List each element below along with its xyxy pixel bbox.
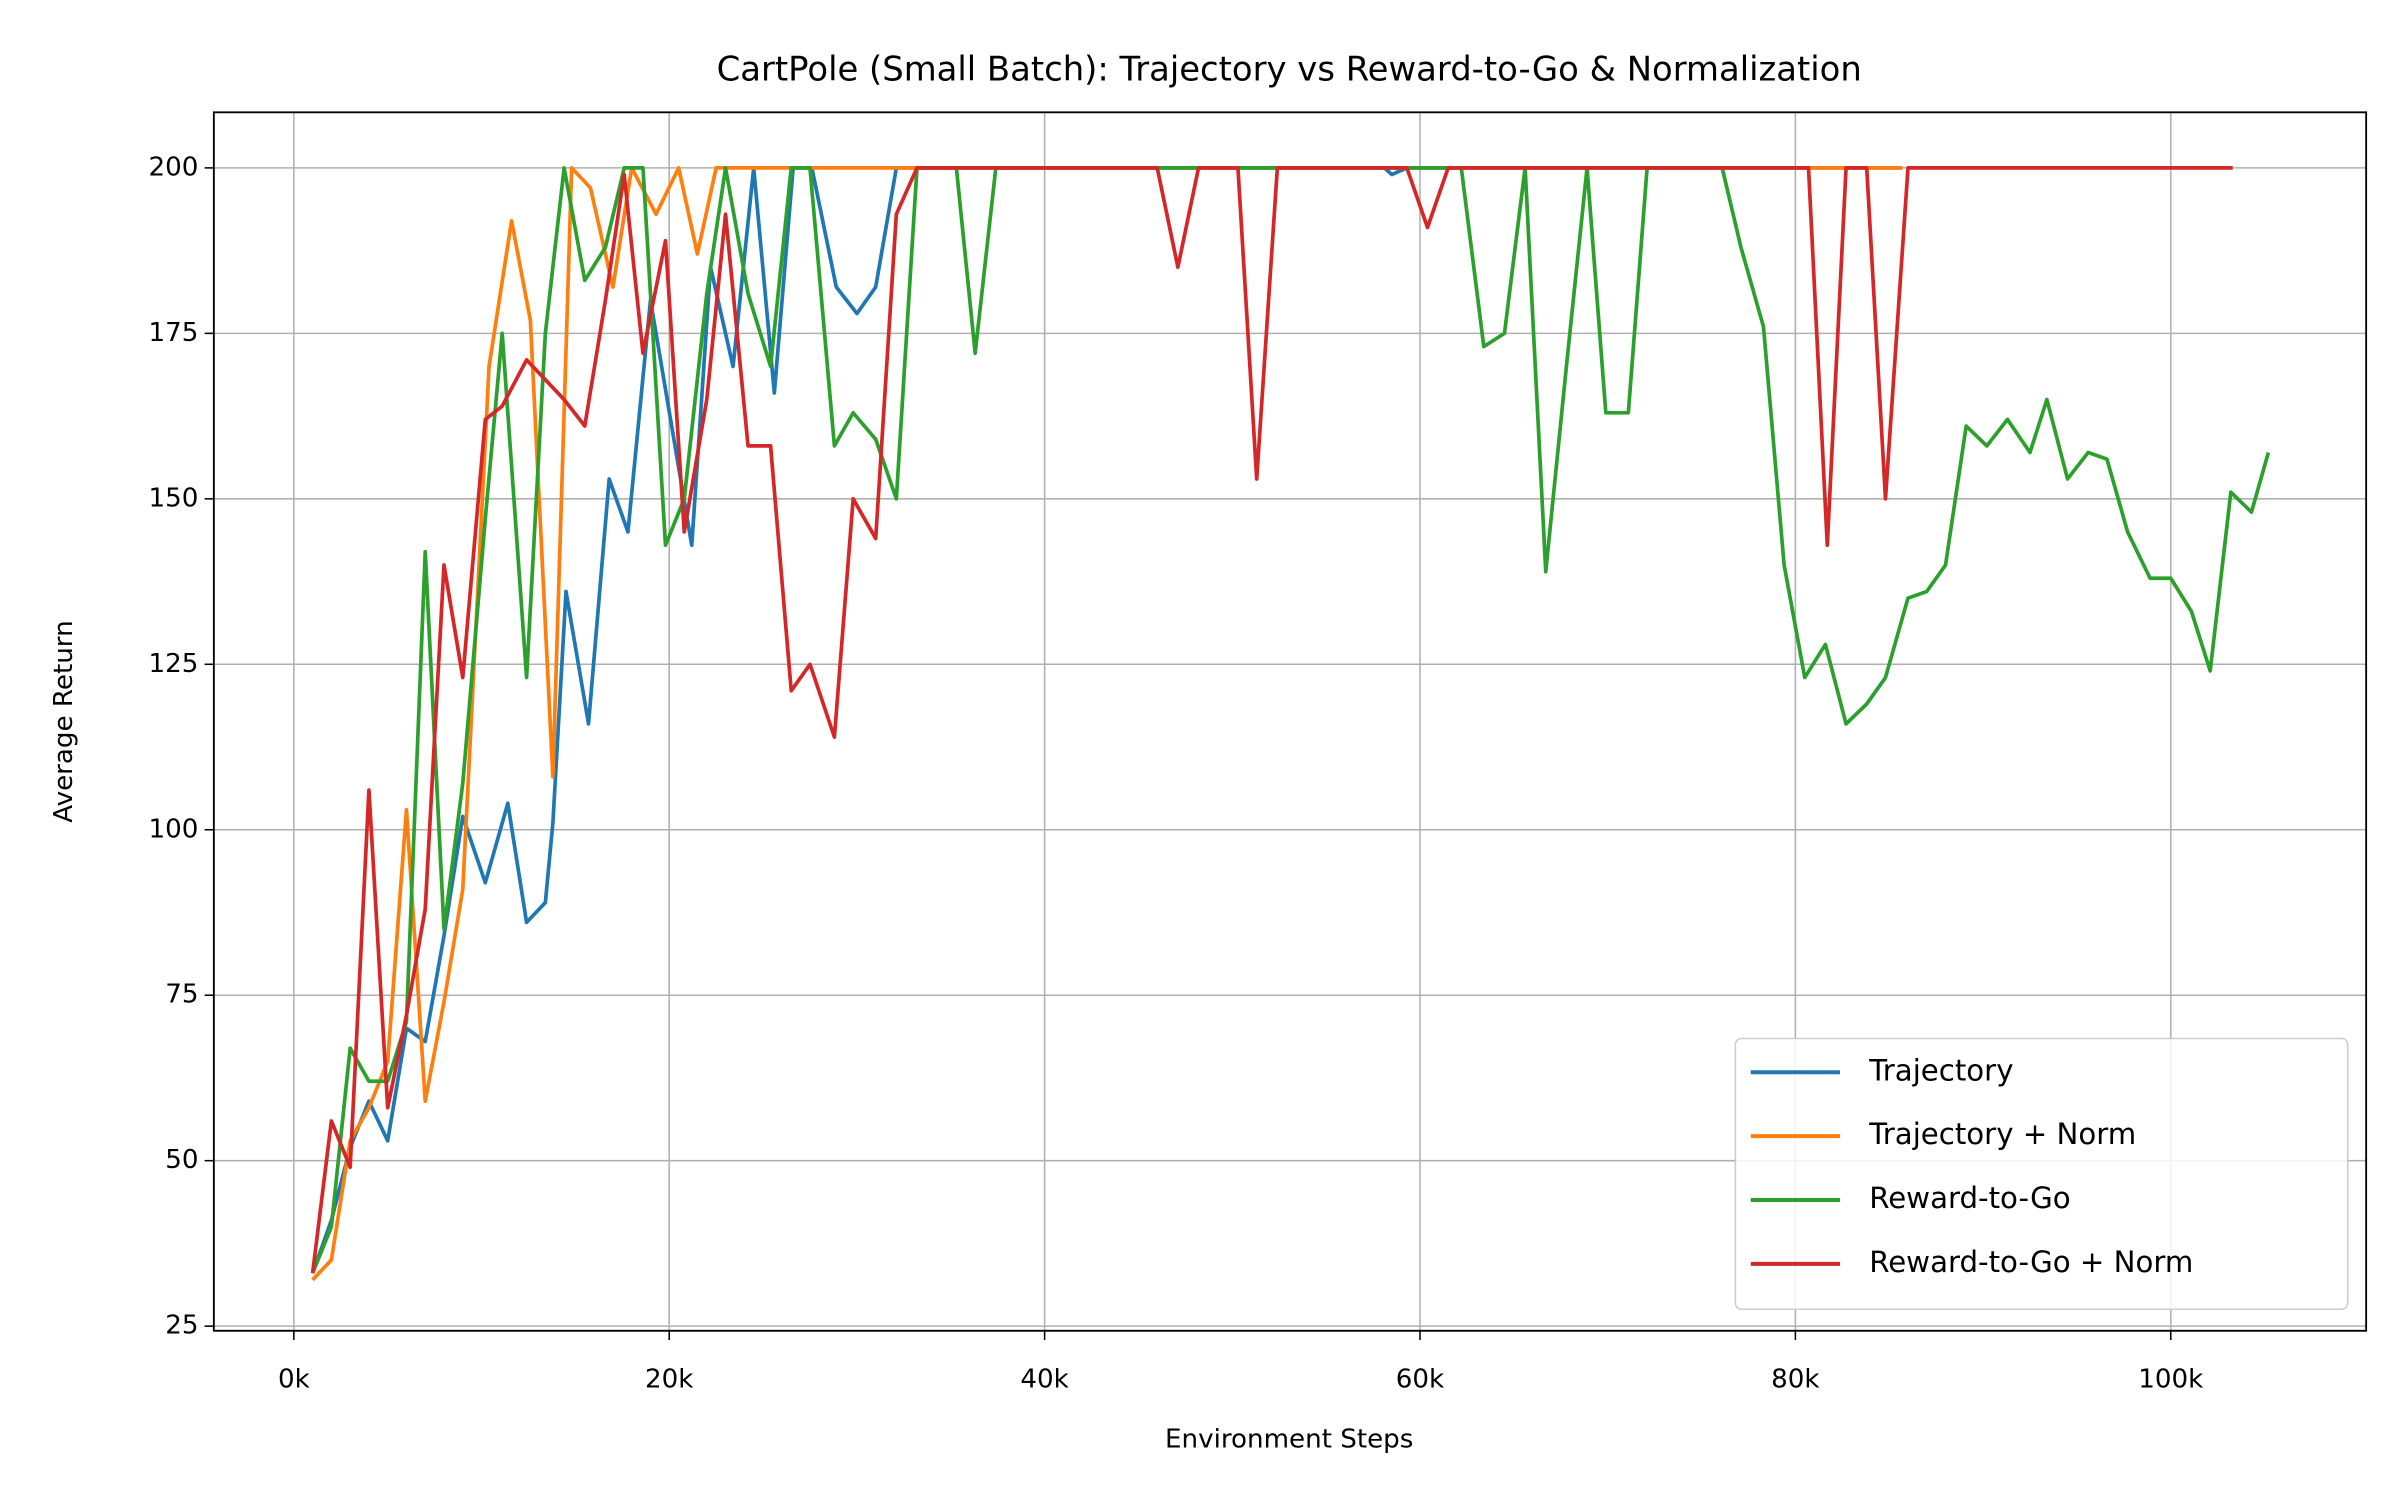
series-line (310, 166, 1903, 1274)
legend-label: Reward-to-Go (1869, 1181, 2070, 1215)
x-tick-label: 80k (1771, 1365, 1820, 1395)
plot-lines (310, 166, 2271, 1282)
x-tick-label: 60k (1396, 1365, 1445, 1395)
legend-label: Reward-to-Go + Norm (1869, 1245, 2193, 1279)
x-tick-label: 40k (1020, 1365, 1069, 1395)
x-axis-label: Environment Steps (1165, 1425, 1413, 1455)
legend-label: Trajectory (1868, 1053, 2013, 1087)
x-tick-label: 100k (2138, 1365, 2204, 1395)
y-tick-label: 50 (165, 1145, 198, 1175)
legend-label: Trajectory + Norm (1868, 1117, 2136, 1151)
y-tick-label: 100 (149, 814, 199, 844)
legend-box (1734, 1037, 2349, 1310)
series-line (311, 166, 1903, 1282)
chart-title: CartPole (Small Batch): Trajectory vs Re… (717, 49, 1862, 88)
y-tick-label: 75 (165, 980, 198, 1010)
plot-frame (212, 111, 2368, 1332)
series-line (310, 166, 2271, 1274)
y-tick-label: 175 (149, 318, 199, 348)
y-axis-label: Average Return (49, 620, 79, 822)
axes: 0k 20k 40k 60k 80k 100k 25 50 75 100 125 150 175 200 (149, 152, 2205, 1394)
legend: Trajectory Trajectory + Norm Reward-to-Go R… (1734, 1037, 2349, 1310)
y-tick-label: 125 (149, 649, 199, 679)
x-tick-label: 20k (645, 1365, 694, 1395)
y-tick-label: 150 (149, 483, 199, 513)
series-line (310, 166, 2233, 1274)
y-tick-label: 25 (165, 1311, 198, 1341)
y-tick-label: 200 (149, 152, 199, 182)
x-tick-label: 0k (278, 1365, 311, 1395)
